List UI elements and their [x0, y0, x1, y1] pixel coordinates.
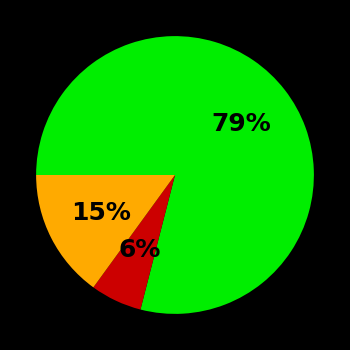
- Text: 6%: 6%: [118, 238, 161, 262]
- Wedge shape: [93, 175, 175, 309]
- Text: 15%: 15%: [71, 201, 131, 225]
- Text: 79%: 79%: [211, 112, 271, 136]
- Wedge shape: [36, 175, 175, 287]
- Wedge shape: [36, 36, 314, 314]
